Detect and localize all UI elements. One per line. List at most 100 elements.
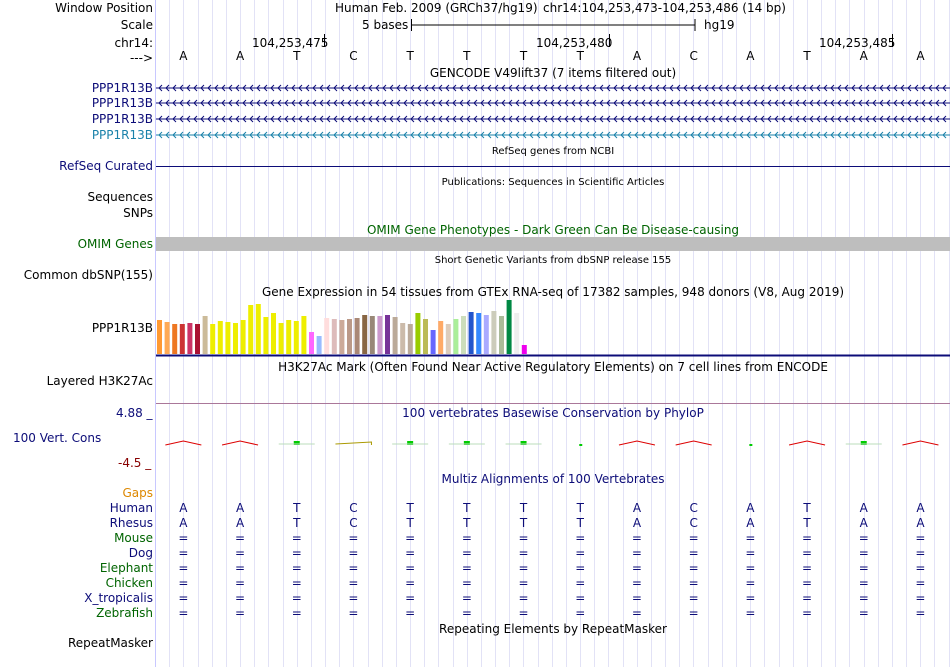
snps-label[interactable]: SNPs — [123, 206, 153, 220]
dbsnp-label[interactable]: Common dbSNP(155) — [23, 268, 153, 282]
gtex-title[interactable]: Gene Expression in 54 tissues from GTEx … — [261, 285, 845, 299]
gencode-transcripts[interactable] — [156, 80, 950, 144]
gtex-tissue-bar[interactable] — [278, 323, 284, 354]
strand-chevron — [620, 99, 625, 107]
gtex-tissue-bar[interactable] — [248, 305, 254, 354]
gtex-tissue-bar[interactable] — [423, 319, 428, 354]
gtex-tissue-bar[interactable] — [157, 320, 162, 354]
gtex-tissue-bar[interactable] — [461, 316, 466, 354]
gtex-tissue-bar[interactable] — [233, 323, 238, 354]
gtex-tissue-bar[interactable] — [179, 324, 185, 354]
gtex-tissue-bar[interactable] — [172, 324, 178, 354]
gtex-tissue-bar[interactable] — [255, 304, 261, 354]
gtex-tissue-bar[interactable] — [377, 316, 383, 354]
multiz-species-label[interactable]: Mouse — [114, 531, 153, 545]
gtex-tissue-bar[interactable] — [316, 336, 322, 354]
multiz-base: C — [689, 516, 698, 530]
multiz-title[interactable]: Multiz Alignments of 100 Vertebrates — [441, 472, 665, 486]
gtex-tissue-bar[interactable] — [430, 330, 436, 354]
gtex-tissue-bar[interactable] — [506, 300, 512, 354]
gencode-label-1[interactable]: PPP1R13B — [91, 96, 153, 110]
gencode-label-0[interactable]: PPP1R13B — [91, 81, 153, 95]
gtex-tissue-bar[interactable] — [331, 319, 337, 354]
strand-chevron — [858, 131, 863, 139]
gtex-tissue-bar[interactable] — [400, 323, 406, 354]
multiz-species-label[interactable]: X_tropicalis — [84, 591, 153, 605]
gtex-tissue-bar[interactable] — [476, 313, 482, 354]
gtex-tissue-bar[interactable] — [164, 322, 170, 354]
omim-label[interactable]: OMIM Genes — [77, 237, 153, 251]
gtex-tissue-bar[interactable] — [521, 345, 527, 354]
gtex-tissue-bar[interactable] — [415, 313, 421, 354]
gencode-label-3[interactable]: PPP1R13B — [91, 128, 153, 142]
gtex-tissue-bar[interactable] — [187, 323, 193, 354]
multiz-base: = — [405, 561, 416, 575]
h3k27ac-title[interactable]: H3K27Ac Mark (Often Found Near Active Re… — [278, 360, 828, 374]
refseq-line[interactable] — [156, 166, 950, 167]
gtex-tissue-bar[interactable] — [354, 318, 360, 354]
gtex-tissue-bar[interactable] — [491, 311, 497, 354]
multiz-species-label[interactable]: Chicken — [105, 576, 153, 590]
strand-chevron — [193, 84, 198, 92]
strand-chevron — [571, 131, 576, 139]
strand-chevron — [270, 115, 275, 123]
strand-chevron — [543, 115, 548, 123]
gtex-tissue-bar[interactable] — [271, 313, 276, 354]
repeatmasker-label[interactable]: RepeatMasker — [67, 636, 153, 650]
gencode-title[interactable]: GENCODE V49lift37 (7 items filtered out) — [429, 66, 677, 80]
multiz-species-label[interactable]: Dog — [128, 546, 153, 560]
omim-bar[interactable] — [156, 237, 950, 251]
gtex-tissue-bar[interactable] — [195, 324, 200, 354]
gtex-tissue-bar[interactable] — [217, 321, 223, 354]
gtex-tissue-bar[interactable] — [407, 324, 413, 354]
gtex-tissue-bar[interactable] — [293, 321, 299, 354]
gtex-label[interactable]: PPP1R13B — [91, 321, 153, 335]
strand-chevron — [774, 99, 779, 107]
multiz-species-label[interactable]: Rhesus — [109, 516, 153, 530]
strand-chevron — [837, 115, 842, 123]
gtex-tissue-bar[interactable] — [514, 313, 520, 354]
publications-title[interactable]: Publications: Sequences in Scientific Ar… — [441, 177, 665, 188]
repeatmasker-title[interactable]: Repeating Elements by RepeatMasker — [439, 622, 667, 636]
gtex-tissue-bar[interactable] — [347, 319, 352, 354]
multiz-species-label[interactable]: Zebrafish — [96, 606, 153, 620]
conservation-label[interactable]: 100 Vert. Cons — [13, 431, 102, 445]
gtex-tissue-bar[interactable] — [392, 317, 398, 354]
gtex-tissue-bar[interactable] — [385, 315, 390, 354]
conservation-title[interactable]: 100 vertebrates Basewise Conservation by… — [402, 406, 704, 420]
gtex-tissue-bar[interactable] — [499, 316, 504, 354]
gtex-tissue-bar[interactable] — [309, 332, 314, 354]
publications-label[interactable]: Sequences — [87, 190, 153, 204]
gtex-tissue-bar[interactable] — [324, 318, 330, 354]
gtex-tissue-bar[interactable] — [445, 324, 451, 354]
multiz-species-label[interactable]: Human — [109, 501, 153, 515]
multiz-base: = — [178, 546, 189, 560]
gtex-tissue-bar[interactable] — [483, 315, 489, 354]
gtex-tissue-bar[interactable] — [210, 324, 216, 354]
gtex-tissue-bar[interactable] — [453, 319, 459, 354]
gtex-tissue-bar[interactable] — [468, 312, 474, 354]
multiz-species-label[interactable]: Elephant — [99, 561, 153, 575]
gtex-tissue-bar[interactable] — [339, 320, 345, 354]
gtex-tissue-bar[interactable] — [301, 316, 307, 354]
refseq-label[interactable]: RefSeq Curated — [59, 159, 153, 173]
multiz-gaps-label[interactable]: Gaps — [122, 486, 153, 500]
gtex-tissue-bar[interactable] — [240, 320, 246, 354]
gtex-tissue-bar[interactable] — [286, 320, 292, 354]
strand-chevron — [662, 84, 667, 92]
gtex-tissue-bar[interactable] — [202, 316, 208, 354]
refseq-title[interactable]: RefSeq genes from NCBI — [491, 146, 615, 157]
omim-title[interactable]: OMIM Gene Phenotypes - Dark Green Can Be… — [366, 223, 740, 237]
h3k27ac-label[interactable]: Layered H3K27Ac — [46, 374, 153, 388]
gtex-tissue-bar[interactable] — [369, 316, 375, 354]
gtex-tissue-bar[interactable] — [438, 321, 444, 354]
gtex-tissue-bar[interactable] — [225, 322, 231, 354]
conservation-plot[interactable] — [156, 420, 950, 470]
gtex-tissue-bar[interactable] — [362, 315, 368, 354]
gencode-label-2[interactable]: PPP1R13B — [91, 112, 153, 126]
gtex-bar-chart[interactable] — [156, 299, 950, 357]
strand-chevron — [655, 115, 660, 123]
strand-chevron — [711, 131, 716, 139]
dbsnp-title[interactable]: Short Genetic Variants from dbSNP releas… — [434, 255, 672, 266]
gtex-tissue-bar[interactable] — [263, 317, 269, 354]
